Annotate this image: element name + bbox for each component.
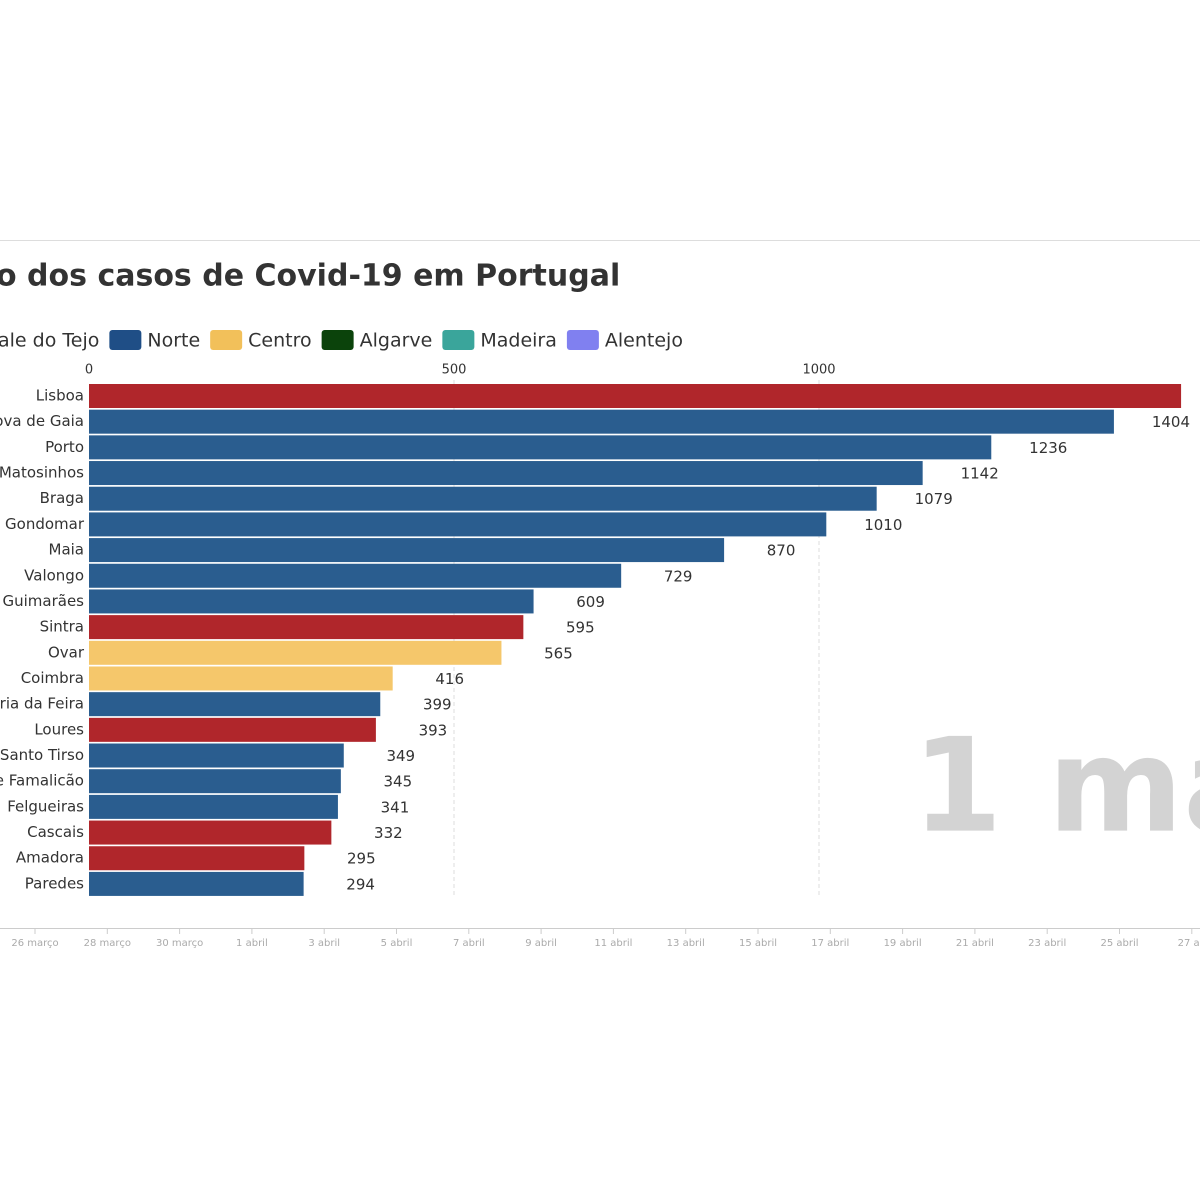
bar (89, 820, 332, 845)
bar (89, 589, 534, 614)
legend-swatch (566, 330, 599, 350)
timeline-label: 30 março (156, 938, 203, 949)
category-label: Porto (45, 438, 84, 456)
x-tick-label: 0 (85, 363, 93, 378)
category-label: Valongo (24, 566, 84, 584)
category-label: Amadora (16, 849, 84, 867)
value-label: 341 (381, 798, 410, 816)
category-label: Matosinhos (0, 464, 84, 482)
timeline-label: 3 abril (308, 938, 340, 949)
bar (89, 871, 304, 896)
value-label: 1236 (1029, 439, 1067, 457)
bar (89, 615, 524, 640)
x-tick-label: 1000 (802, 363, 835, 378)
timeline-label: 11 abril (594, 938, 632, 949)
category-label: Guimarães (2, 592, 84, 610)
value-label: 295 (347, 850, 376, 868)
timeline-label: 25 abril (1100, 938, 1138, 949)
value-label: 399 (423, 696, 452, 714)
value-label: 1010 (864, 516, 902, 534)
category-label: aria da Feira (0, 695, 84, 713)
category-label: Lisboa (36, 387, 84, 405)
value-label: 294 (346, 875, 375, 893)
bar (89, 435, 992, 460)
timeline-label: 17 abril (811, 938, 849, 949)
timeline-label: 15 abril (739, 938, 777, 949)
legend-swatch (442, 330, 475, 350)
value-label: 1404 (1152, 413, 1190, 431)
timeline-label: 7 abril (453, 938, 485, 949)
timeline-label: 19 abril (884, 938, 922, 949)
date-watermark: 1 ma (912, 710, 1200, 862)
bar (89, 384, 1182, 408)
category-label: Maia (49, 541, 85, 559)
legend-label: Norte (147, 330, 200, 352)
bar (89, 769, 341, 794)
category-label: Paredes (25, 874, 84, 892)
category-label: Nova de Gaia (0, 412, 84, 430)
category-label: Loures (34, 720, 84, 738)
legend-label: Alentejo (605, 330, 683, 352)
bar (89, 563, 622, 588)
chart-title: o dos casos de Covid-19 em Portugal (0, 259, 620, 294)
category-label: Braga (40, 489, 84, 507)
value-label: 565 (544, 644, 573, 662)
legend-label: ale do Tejo (0, 330, 99, 352)
legend-label: Madeira (480, 330, 557, 352)
category-label: Felgueiras (7, 797, 84, 815)
value-label: 332 (374, 824, 403, 842)
category-label: Santo Tirso (0, 746, 84, 764)
bar (89, 666, 393, 691)
timeline-label: 28 março (84, 938, 131, 949)
category-label: Coimbra (21, 669, 84, 687)
value-label: 345 (384, 773, 413, 791)
timeline-label: 26 março (11, 938, 58, 949)
legend-swatch (210, 330, 243, 350)
bar (89, 461, 923, 486)
x-tick-label: 500 (442, 363, 467, 378)
timeline-label: 27 ab (1178, 938, 1200, 949)
category-label: Gondomar (5, 515, 85, 533)
legend-swatch (321, 330, 354, 350)
bar (89, 794, 338, 819)
bar (89, 846, 305, 871)
category-label: Sintra (40, 618, 84, 636)
timeline-label: 9 abril (525, 938, 557, 949)
value-label: 870 (767, 542, 796, 560)
bar (89, 409, 1114, 434)
bar (89, 512, 827, 537)
bar (89, 743, 344, 768)
legend-label: Algarve (360, 330, 433, 352)
value-label: 349 (386, 747, 415, 765)
timeline-label: 23 abril (1028, 938, 1066, 949)
value-label: 1079 (915, 490, 953, 508)
bar (89, 486, 877, 511)
category-label: Cascais (27, 823, 84, 841)
timeline-label: 21 abril (956, 938, 994, 949)
bar (89, 640, 502, 665)
value-label: 595 (566, 619, 595, 637)
value-label: 1142 (961, 465, 999, 483)
bar (89, 538, 725, 563)
bar (89, 717, 376, 742)
value-label: 729 (664, 567, 693, 585)
timeline-label: 5 abril (381, 938, 413, 949)
category-label: Ovar (48, 643, 85, 661)
value-label: 416 (435, 670, 464, 688)
legend-swatch (109, 330, 142, 350)
value-label: 393 (419, 721, 448, 739)
category-label: le Famalicão (0, 772, 84, 790)
timeline-label: 13 abril (667, 938, 705, 949)
timeline-label: 1 abril (236, 938, 268, 949)
legend-label: Centro (248, 330, 311, 352)
value-label: 609 (576, 593, 605, 611)
bar (89, 692, 381, 717)
